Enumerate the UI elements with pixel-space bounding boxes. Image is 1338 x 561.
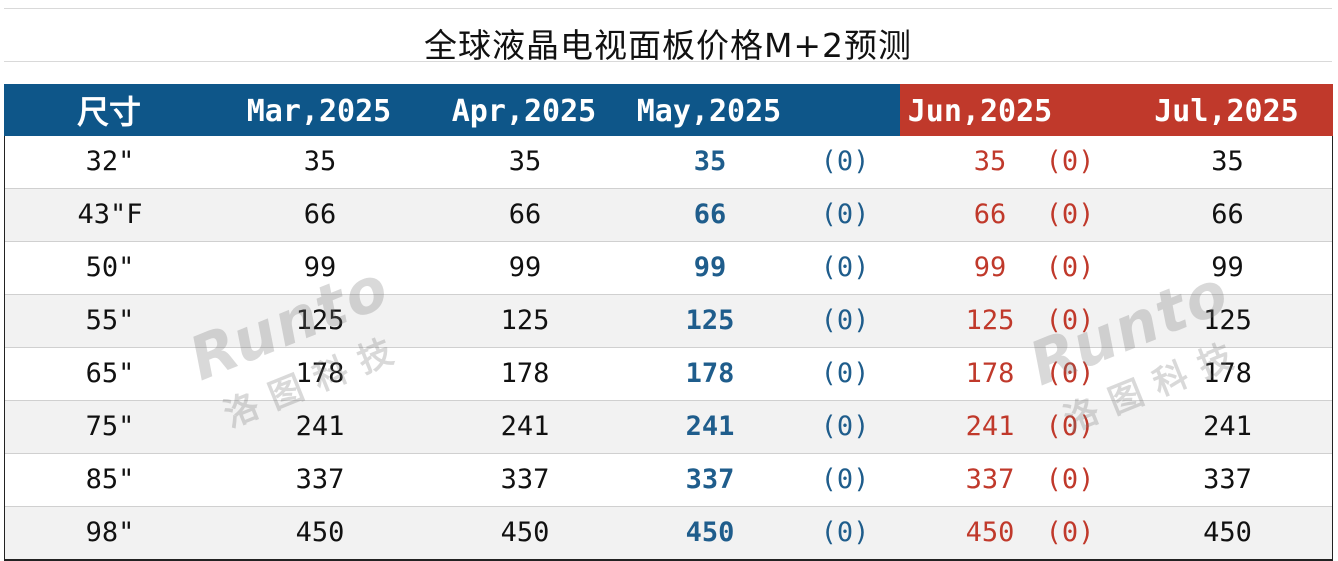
cell-jun-change: (0) xyxy=(1045,146,1095,177)
cell-jun: 450 xyxy=(965,517,1015,548)
cell-may-change: (0) xyxy=(820,358,870,389)
table-row: 98" 450 450 450 (0) 450 (0) 450 xyxy=(5,507,1332,559)
cell-size: 55" xyxy=(85,305,135,336)
cell-apr: 337 xyxy=(500,464,550,495)
cell-jun-change: (0) xyxy=(1045,358,1095,389)
header-blue-band xyxy=(4,84,900,136)
cell-may: 337 xyxy=(685,464,735,495)
cell-size: 75" xyxy=(85,411,135,442)
cell-apr: 35 xyxy=(508,146,542,177)
cell-jun: 178 xyxy=(965,358,1015,389)
cell-may: 35 xyxy=(693,146,727,177)
table-row: 55" 125 125 125 (0) 125 (0) 125 xyxy=(5,295,1332,348)
cell-jun-change: (0) xyxy=(1045,517,1095,548)
table-row: 50" 99 99 99 (0) 99 (0) 99 xyxy=(5,242,1332,295)
cell-may-change: (0) xyxy=(820,252,870,283)
price-table: 尺寸 Mar,2025 Apr,2025 May,2025 Jun,2025 J… xyxy=(4,84,1333,561)
cell-jun: 241 xyxy=(965,411,1015,442)
cell-may-change: (0) xyxy=(820,199,870,230)
table-row: 75" 241 241 241 (0) 241 (0) 241 xyxy=(5,401,1332,454)
cell-jun: 125 xyxy=(965,305,1015,336)
cell-mar: 125 xyxy=(295,305,345,336)
cell-apr: 178 xyxy=(500,358,550,389)
cell-may: 66 xyxy=(693,199,727,230)
cell-apr: 241 xyxy=(500,411,550,442)
cell-jul: 125 xyxy=(1203,305,1252,336)
cell-jun: 99 xyxy=(973,252,1007,283)
cell-jun-change: (0) xyxy=(1045,464,1095,495)
header-mar: Mar,2025 xyxy=(246,94,392,129)
title-bar: 全球液晶电视面板价格M+2预测 xyxy=(4,8,1332,65)
cell-may-change: (0) xyxy=(820,411,870,442)
cell-mar: 99 xyxy=(303,252,337,283)
cell-jun-change: (0) xyxy=(1045,252,1095,283)
header-may: May,2025 xyxy=(636,94,782,129)
cell-mar: 337 xyxy=(295,464,345,495)
cell-jun: 35 xyxy=(973,146,1007,177)
header-size: 尺寸 xyxy=(76,93,141,131)
cell-size: 32" xyxy=(85,146,135,177)
cell-may: 99 xyxy=(693,252,727,283)
cell-jun: 337 xyxy=(965,464,1015,495)
cell-jun-change: (0) xyxy=(1045,305,1095,336)
cell-jul: 337 xyxy=(1203,464,1252,495)
cell-jul: 99 xyxy=(1211,252,1244,283)
cell-may: 241 xyxy=(685,411,735,442)
cell-jun: 66 xyxy=(973,199,1007,230)
table-row: 65" 178 178 178 (0) 178 (0) 178 xyxy=(5,348,1332,401)
cell-may-change: (0) xyxy=(820,146,870,177)
cell-jul: 35 xyxy=(1211,146,1244,177)
cell-size: 85" xyxy=(85,464,135,495)
table-header: 尺寸 Mar,2025 Apr,2025 May,2025 Jun,2025 J… xyxy=(4,84,1333,136)
cell-mar: 450 xyxy=(295,517,345,548)
cell-size: 98" xyxy=(85,517,135,548)
cell-mar: 178 xyxy=(295,358,345,389)
cell-apr: 66 xyxy=(508,199,542,230)
page-title: 全球液晶电视面板价格M+2预测 xyxy=(423,26,913,65)
cell-may-change: (0) xyxy=(820,517,870,548)
cell-may-change: (0) xyxy=(820,464,870,495)
table-row: 43"F 66 66 66 (0) 66 (0) 66 xyxy=(5,189,1332,242)
header-apr: Apr,2025 xyxy=(451,94,597,129)
table-row: 32" 35 35 35 (0) 35 (0) 35 xyxy=(5,136,1332,189)
cell-may: 178 xyxy=(685,358,735,389)
header-jul: Jul,2025 xyxy=(1154,94,1299,129)
header-red-band xyxy=(900,84,1333,136)
cell-jun-change: (0) xyxy=(1045,411,1095,442)
cell-jul: 178 xyxy=(1203,358,1252,389)
cell-jul: 241 xyxy=(1203,411,1252,442)
cell-jul: 450 xyxy=(1203,517,1252,548)
cell-mar: 66 xyxy=(303,199,337,230)
cell-size: 43"F xyxy=(77,199,143,230)
cell-apr: 450 xyxy=(500,517,550,548)
cell-mar: 241 xyxy=(295,411,345,442)
cell-jul: 66 xyxy=(1211,199,1244,230)
cell-may: 125 xyxy=(685,305,735,336)
cell-apr: 99 xyxy=(508,252,542,283)
cell-mar: 35 xyxy=(303,146,337,177)
table-row: 85" 337 337 337 (0) 337 (0) 337 xyxy=(5,454,1332,507)
cell-may-change: (0) xyxy=(820,305,870,336)
header-jun: Jun,2025 xyxy=(907,94,1053,129)
cell-jun-change: (0) xyxy=(1045,199,1095,230)
cell-size: 65" xyxy=(85,358,135,389)
cell-size: 50" xyxy=(85,252,135,283)
table-body: 32" 35 35 35 (0) 35 (0) 35 43"F 66 66 66 (0) 66 (0) 66 5… xyxy=(4,136,1333,561)
cell-may: 450 xyxy=(685,517,735,548)
cell-apr: 125 xyxy=(500,305,550,336)
